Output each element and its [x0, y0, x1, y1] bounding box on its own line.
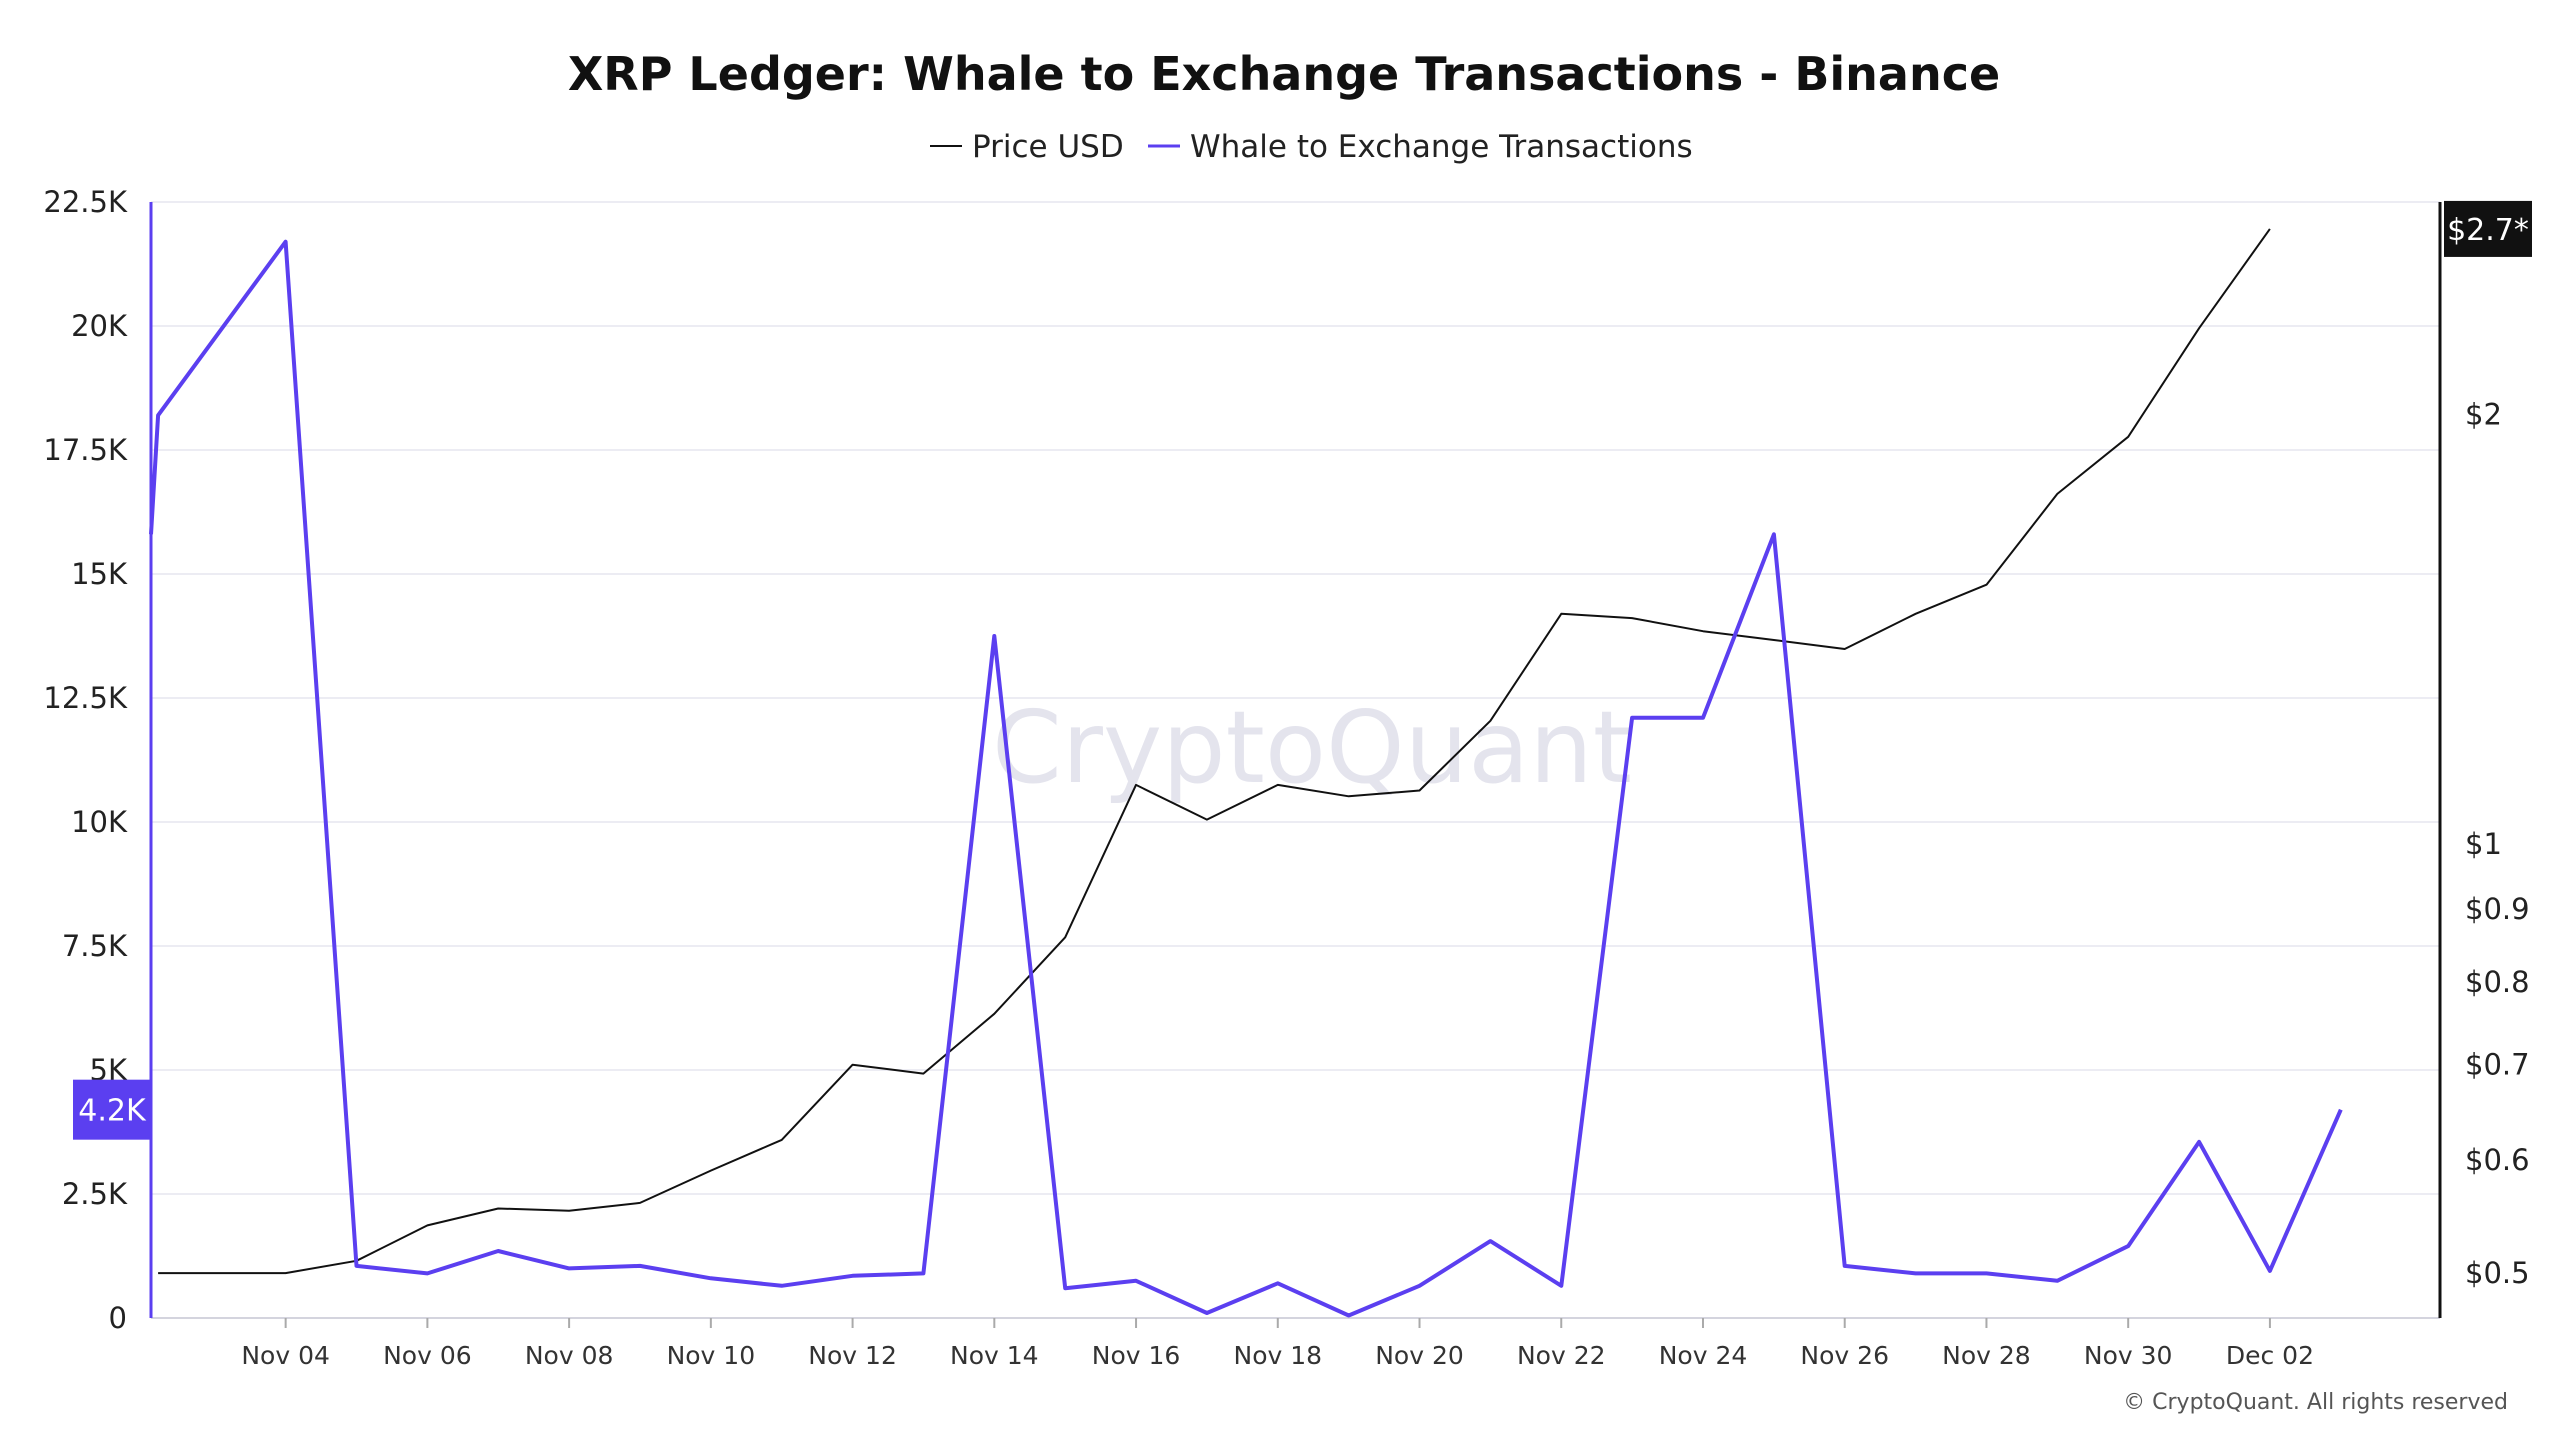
left-y-tick-label: 0	[109, 1301, 127, 1335]
x-tick-label: Nov 14	[950, 1341, 1039, 1370]
left-y-tick-label: 7.5K	[62, 929, 128, 963]
legend-item-whale[interactable]: Whale to Exchange Transactions	[1148, 129, 1693, 165]
right-y-tick-label: $2	[2465, 398, 2502, 432]
x-tick-label: Nov 30	[2084, 1341, 2173, 1370]
gridlines	[151, 201, 2440, 1319]
price-last-value-badge	[2444, 200, 2532, 257]
x-tick-label: Nov 28	[1942, 1341, 2031, 1370]
legend-label-whale: Whale to Exchange Transactions	[1190, 129, 1693, 165]
value-badges: $2.7* 4.2K	[73, 200, 2532, 1140]
x-tick-label: Nov 10	[667, 1341, 756, 1370]
whale-last-value-badge	[73, 1079, 151, 1140]
x-axis-ticks: Nov 04 Nov 06 Nov 08 Nov 10 Nov 12 Nov 14 Nov …	[241, 1318, 2314, 1370]
right-y-tick-label: $0.8	[2465, 965, 2530, 999]
left-y-tick-label: 20K	[71, 309, 128, 343]
chart-title: XRP Ledger: Whale to Exchange Transactio…	[568, 47, 2000, 101]
right-y-tick-label: $0.9	[2465, 892, 2530, 926]
x-tick-label: Nov 26	[1800, 1341, 1889, 1370]
x-tick-label: Nov 06	[383, 1341, 472, 1370]
price-last-value-label: $2.7*	[2447, 213, 2529, 248]
legend: Price USD Whale to Exchange Transactions	[930, 129, 1693, 165]
x-tick-label: Nov 08	[525, 1341, 614, 1370]
whale-last-value-label: 4.2K	[78, 1094, 147, 1129]
right-y-tick-label: $0.6	[2465, 1143, 2530, 1177]
x-tick-label: Nov 20	[1375, 1341, 1464, 1370]
watermark-text: CryptoQuant	[992, 689, 1632, 806]
right-y-tick-label: $0.7	[2465, 1048, 2530, 1082]
left-y-tick-label: 10K	[71, 805, 128, 839]
x-tick-label: Nov 24	[1659, 1341, 1748, 1370]
left-y-tick-label: 15K	[71, 557, 128, 591]
right-y-tick-label: $1	[2465, 827, 2502, 861]
right-y-axis-ticks: $0.5 $0.6 $0.7 $0.8 $0.9 $1 $2	[2465, 398, 2530, 1290]
x-tick-label: Nov 18	[1234, 1341, 1323, 1370]
series-line-price[interactable]	[158, 228, 2271, 1275]
right-y-tick-label: $0.5	[2465, 1256, 2530, 1290]
copyright-text: © CryptoQuant. All rights reserved	[2123, 1390, 2508, 1415]
x-tick-label: Nov 16	[1092, 1341, 1181, 1370]
series-line-whale[interactable]	[149, 239, 2343, 1318]
left-y-tick-label: 2.5K	[62, 1177, 128, 1211]
x-tick-label: Dec 02	[2226, 1341, 2314, 1370]
left-y-tick-label: 12.5K	[43, 681, 128, 715]
left-y-tick-label: 22.5K	[43, 185, 128, 219]
legend-item-price[interactable]: Price USD	[930, 129, 1124, 165]
series-layer	[149, 228, 2343, 1318]
x-tick-label: Nov 22	[1517, 1341, 1606, 1370]
x-tick-label: Nov 12	[808, 1341, 897, 1370]
legend-label-price: Price USD	[972, 129, 1124, 165]
x-tick-label: Nov 04	[241, 1341, 330, 1370]
left-y-tick-label: 17.5K	[43, 433, 128, 467]
